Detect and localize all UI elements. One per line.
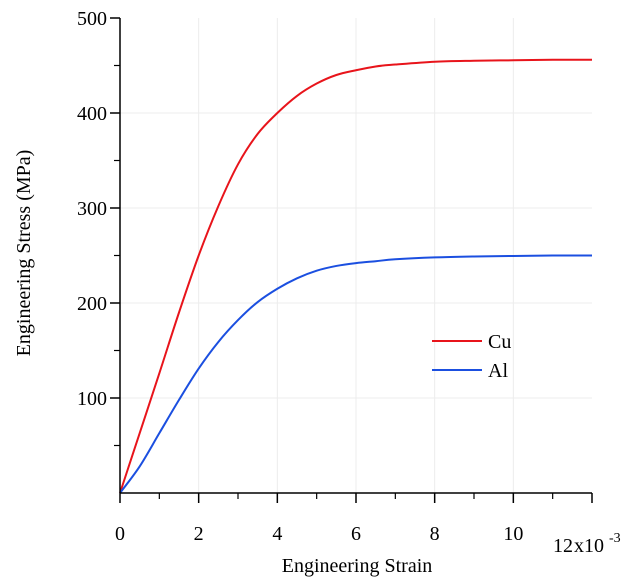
x-scale-note: x10 -3 xyxy=(574,531,621,557)
x-scale-exponent: -3 xyxy=(609,531,621,546)
legend-label-al: Al xyxy=(488,360,508,382)
series-lines xyxy=(119,58,593,494)
x-tick-label: 2 xyxy=(194,523,204,545)
x-axis-title: Engineering Strain xyxy=(282,555,433,577)
tick-labels: 0 2 4 6 8 10 12 100 200 300 400 500 xyxy=(77,8,573,557)
y-tick-label: 200 xyxy=(77,293,107,315)
x-tick-label: 4 xyxy=(272,523,282,545)
y-axis-title: Engineering Stress (MPa) xyxy=(13,150,35,357)
x-tick-label: 10 xyxy=(503,523,523,545)
legend: Cu Al xyxy=(432,331,511,382)
series-line-al xyxy=(119,254,593,494)
series-line-cu xyxy=(119,58,593,494)
y-tick-label: 300 xyxy=(77,198,107,220)
axes xyxy=(110,17,593,503)
y-tick-label: 100 xyxy=(77,388,107,410)
x-tick-label: 12 xyxy=(553,535,573,557)
x-tick-label: 8 xyxy=(430,523,440,545)
x-scale-base: x10 xyxy=(574,535,604,557)
y-tick-label: 400 xyxy=(77,103,107,125)
x-tick-label: 0 xyxy=(115,523,125,545)
legend-label-cu: Cu xyxy=(488,331,511,353)
y-tick-label: 500 xyxy=(77,8,107,30)
x-tick-label: 6 xyxy=(351,523,361,545)
